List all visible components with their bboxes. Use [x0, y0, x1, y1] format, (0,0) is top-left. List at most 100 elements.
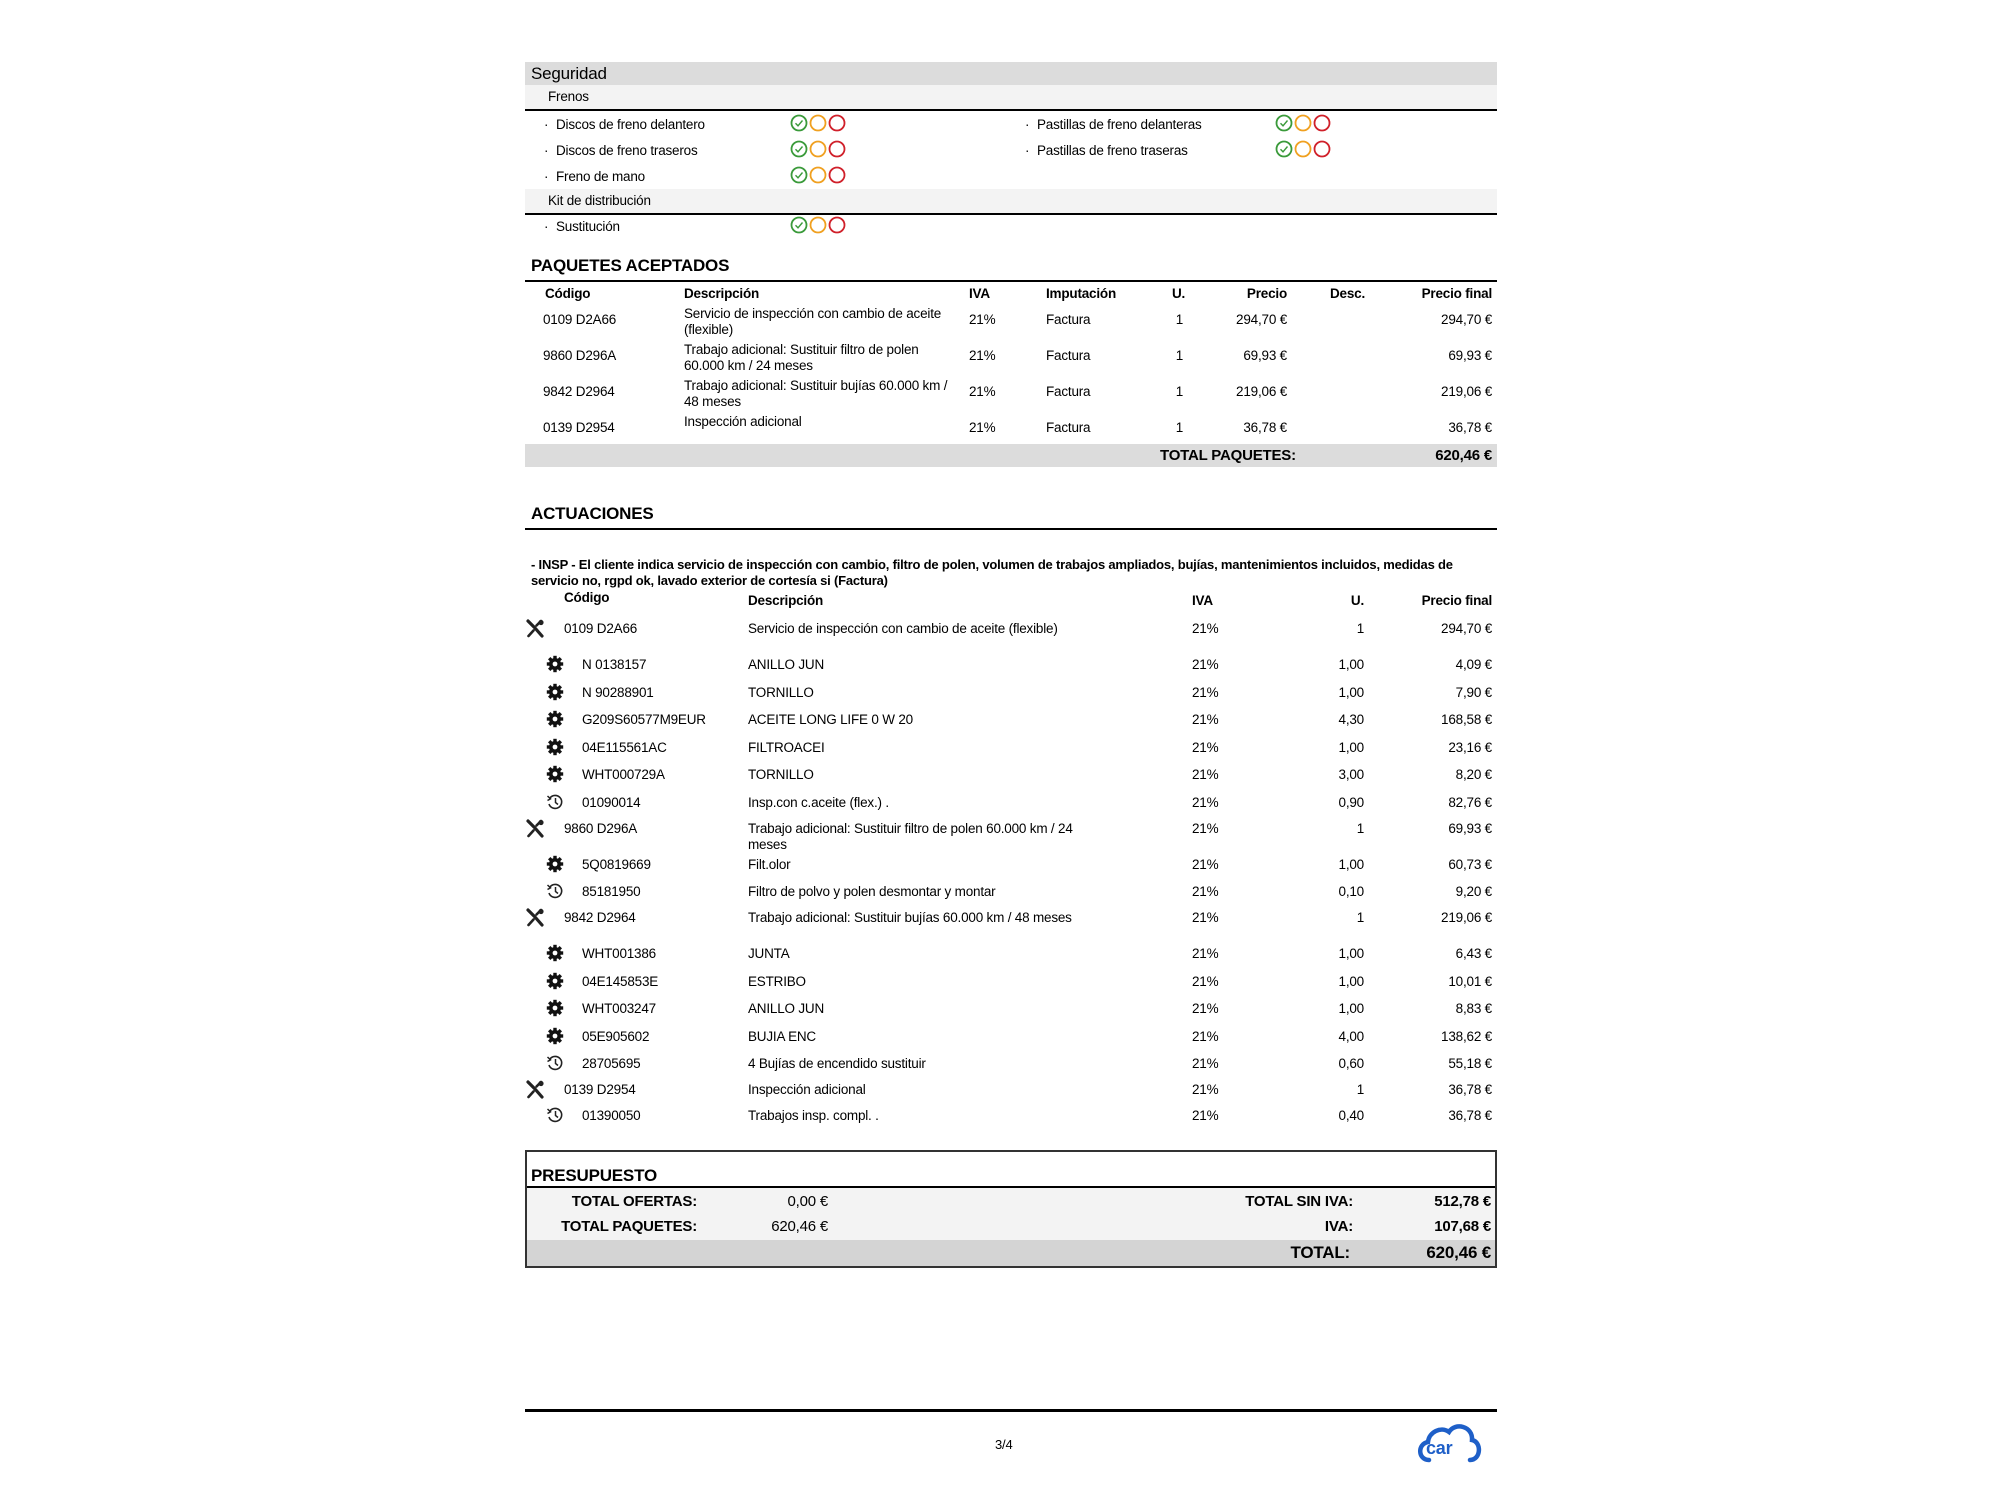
packages-total-value: 620,46 €	[1435, 447, 1492, 464]
budget-title: PRESUPUESTO	[531, 1166, 657, 1185]
group-title: Kit de distribución	[548, 193, 651, 208]
status-ok-icon[interactable]	[790, 216, 809, 234]
divider	[525, 280, 1497, 282]
packages-total-label: TOTAL PAQUETES:	[1160, 447, 1296, 464]
gear-icon	[546, 944, 566, 964]
action-row: 85181950 Filtro de polvo y polen desmonta…	[525, 882, 1497, 906]
action-code: 9842 D2964	[564, 910, 636, 925]
status-warn-icon[interactable]	[1294, 140, 1313, 158]
item-label: Discos de freno traseros	[556, 143, 698, 158]
package-imputation: Factura	[1046, 420, 1091, 435]
status-ok-icon[interactable]	[790, 114, 809, 132]
action-iva: 21%	[1192, 946, 1219, 961]
action-units: 1,00	[1338, 973, 1365, 989]
package-units: 1	[1175, 384, 1184, 399]
action-final-price: 6,43 €	[1455, 946, 1493, 961]
status-ok-icon[interactable]	[1275, 114, 1294, 132]
status-bad-icon[interactable]	[828, 166, 847, 184]
action-final-price: 55,18 €	[1448, 1056, 1492, 1071]
column-header-iva: IVA	[969, 286, 990, 301]
action-row: 05E905602 BUJIA ENC 21% 4,00 138,62 €	[525, 1027, 1497, 1051]
action-code: WHT001386	[582, 946, 656, 961]
item-label: Sustitución	[556, 219, 620, 234]
divider	[527, 1186, 1495, 1188]
column-header-price: Precio	[1246, 286, 1287, 301]
action-row: 0139 D2954 Inspección adicional 21% 1 36,78 …	[525, 1080, 1497, 1104]
column-header-code: Código	[564, 590, 610, 605]
action-final-price: 69,93 €	[1448, 820, 1492, 836]
action-final-price: 10,01 €	[1448, 973, 1492, 989]
package-iva: 21%	[969, 348, 996, 363]
section-header-seguridad: Seguridad	[525, 62, 1497, 85]
bullet: ·	[544, 117, 549, 132]
package-row: 0139 D2954 Inspección adicional 21% Factura…	[525, 414, 1497, 452]
action-units: 4,30	[1338, 712, 1365, 727]
action-description: 4 Bujías de encendido sustituir	[748, 1056, 926, 1071]
column-header-u: U.	[1350, 593, 1364, 608]
packages-label: TOTAL PAQUETES:	[561, 1218, 697, 1235]
bullet: ·	[544, 143, 549, 158]
action-iva: 21%	[1192, 767, 1219, 782]
packages-title: PAQUETES ACEPTADOS	[531, 256, 730, 275]
vat-label: IVA:	[1324, 1218, 1353, 1235]
status-lights	[790, 114, 847, 132]
status-warn-icon[interactable]	[809, 166, 828, 184]
action-final-price: 36,78 €	[1448, 1108, 1492, 1123]
group-header-kit: Kit de distribución	[525, 189, 1497, 215]
action-iva: 21%	[1192, 1001, 1219, 1016]
action-row: G209S60577M9EUR ACEITE LONG LIFE 0 W 20 21…	[525, 710, 1497, 734]
actions-note: - INSP - El cliente indica servicio de i…	[531, 557, 1453, 588]
history-icon	[546, 793, 566, 813]
action-code: WHT000729A	[582, 767, 665, 782]
status-warn-icon[interactable]	[809, 216, 828, 234]
package-code: 0139 D2954	[543, 420, 615, 435]
status-bad-icon[interactable]	[1313, 140, 1332, 158]
action-units: 1	[1356, 910, 1365, 925]
status-warn-icon[interactable]	[809, 114, 828, 132]
action-code: 0139 D2954	[564, 1082, 636, 1097]
action-units: 1,00	[1338, 946, 1365, 961]
package-description: Servicio de inspección con cambio de ace…	[684, 306, 942, 337]
status-bad-icon[interactable]	[1313, 114, 1332, 132]
status-ok-icon[interactable]	[790, 140, 809, 158]
status-warn-icon[interactable]	[1294, 114, 1313, 132]
column-header-iva: IVA	[1192, 593, 1213, 608]
package-row: 9842 D2964 Trabajo adicional: Sustituir b…	[525, 378, 1497, 416]
action-units: 1	[1356, 1082, 1365, 1097]
action-units: 1	[1356, 621, 1365, 636]
action-code: 01090014	[582, 794, 641, 810]
package-units: 1	[1175, 420, 1184, 435]
action-description: ANILLO JUN	[748, 1001, 825, 1016]
tools-icon	[525, 908, 545, 928]
action-code: 04E115561AC	[582, 739, 667, 755]
status-ok-icon[interactable]	[1275, 140, 1294, 158]
svg-text:car: car	[1426, 1438, 1453, 1458]
action-code: 0109 D2A66	[564, 621, 638, 636]
action-units: 4,00	[1338, 1028, 1365, 1044]
action-iva: 21%	[1192, 1082, 1219, 1097]
package-imputation: Factura	[1046, 384, 1091, 399]
package-price: 36,78 €	[1243, 420, 1287, 435]
checklist-item: · Discos de freno delantero	[544, 114, 964, 137]
action-final-price: 8,83 €	[1455, 1001, 1493, 1016]
status-bad-icon[interactable]	[828, 140, 847, 158]
action-description: Filt.olor	[748, 856, 791, 872]
status-warn-icon[interactable]	[809, 140, 828, 158]
action-iva: 21%	[1192, 794, 1219, 810]
package-iva: 21%	[969, 420, 996, 435]
status-bad-icon[interactable]	[828, 216, 847, 234]
package-final-price: 69,93 €	[1448, 348, 1492, 363]
action-row: WHT001386 JUNTA 21% 1,00 6,43 €	[525, 944, 1497, 968]
status-lights	[790, 166, 847, 184]
package-price: 294,70 €	[1236, 312, 1287, 327]
column-header-code: Código	[545, 286, 591, 301]
action-final-price: 60,73 €	[1448, 856, 1492, 872]
action-units: 1	[1356, 820, 1365, 836]
action-units: 1,00	[1338, 657, 1365, 672]
status-ok-icon[interactable]	[790, 166, 809, 184]
gear-icon	[546, 855, 566, 875]
action-final-price: 7,90 €	[1455, 684, 1493, 700]
action-units: 1,00	[1338, 739, 1365, 755]
status-bad-icon[interactable]	[828, 114, 847, 132]
action-row: N 0138157 ANILLO JUN 21% 1,00 4,09 €	[525, 655, 1497, 679]
